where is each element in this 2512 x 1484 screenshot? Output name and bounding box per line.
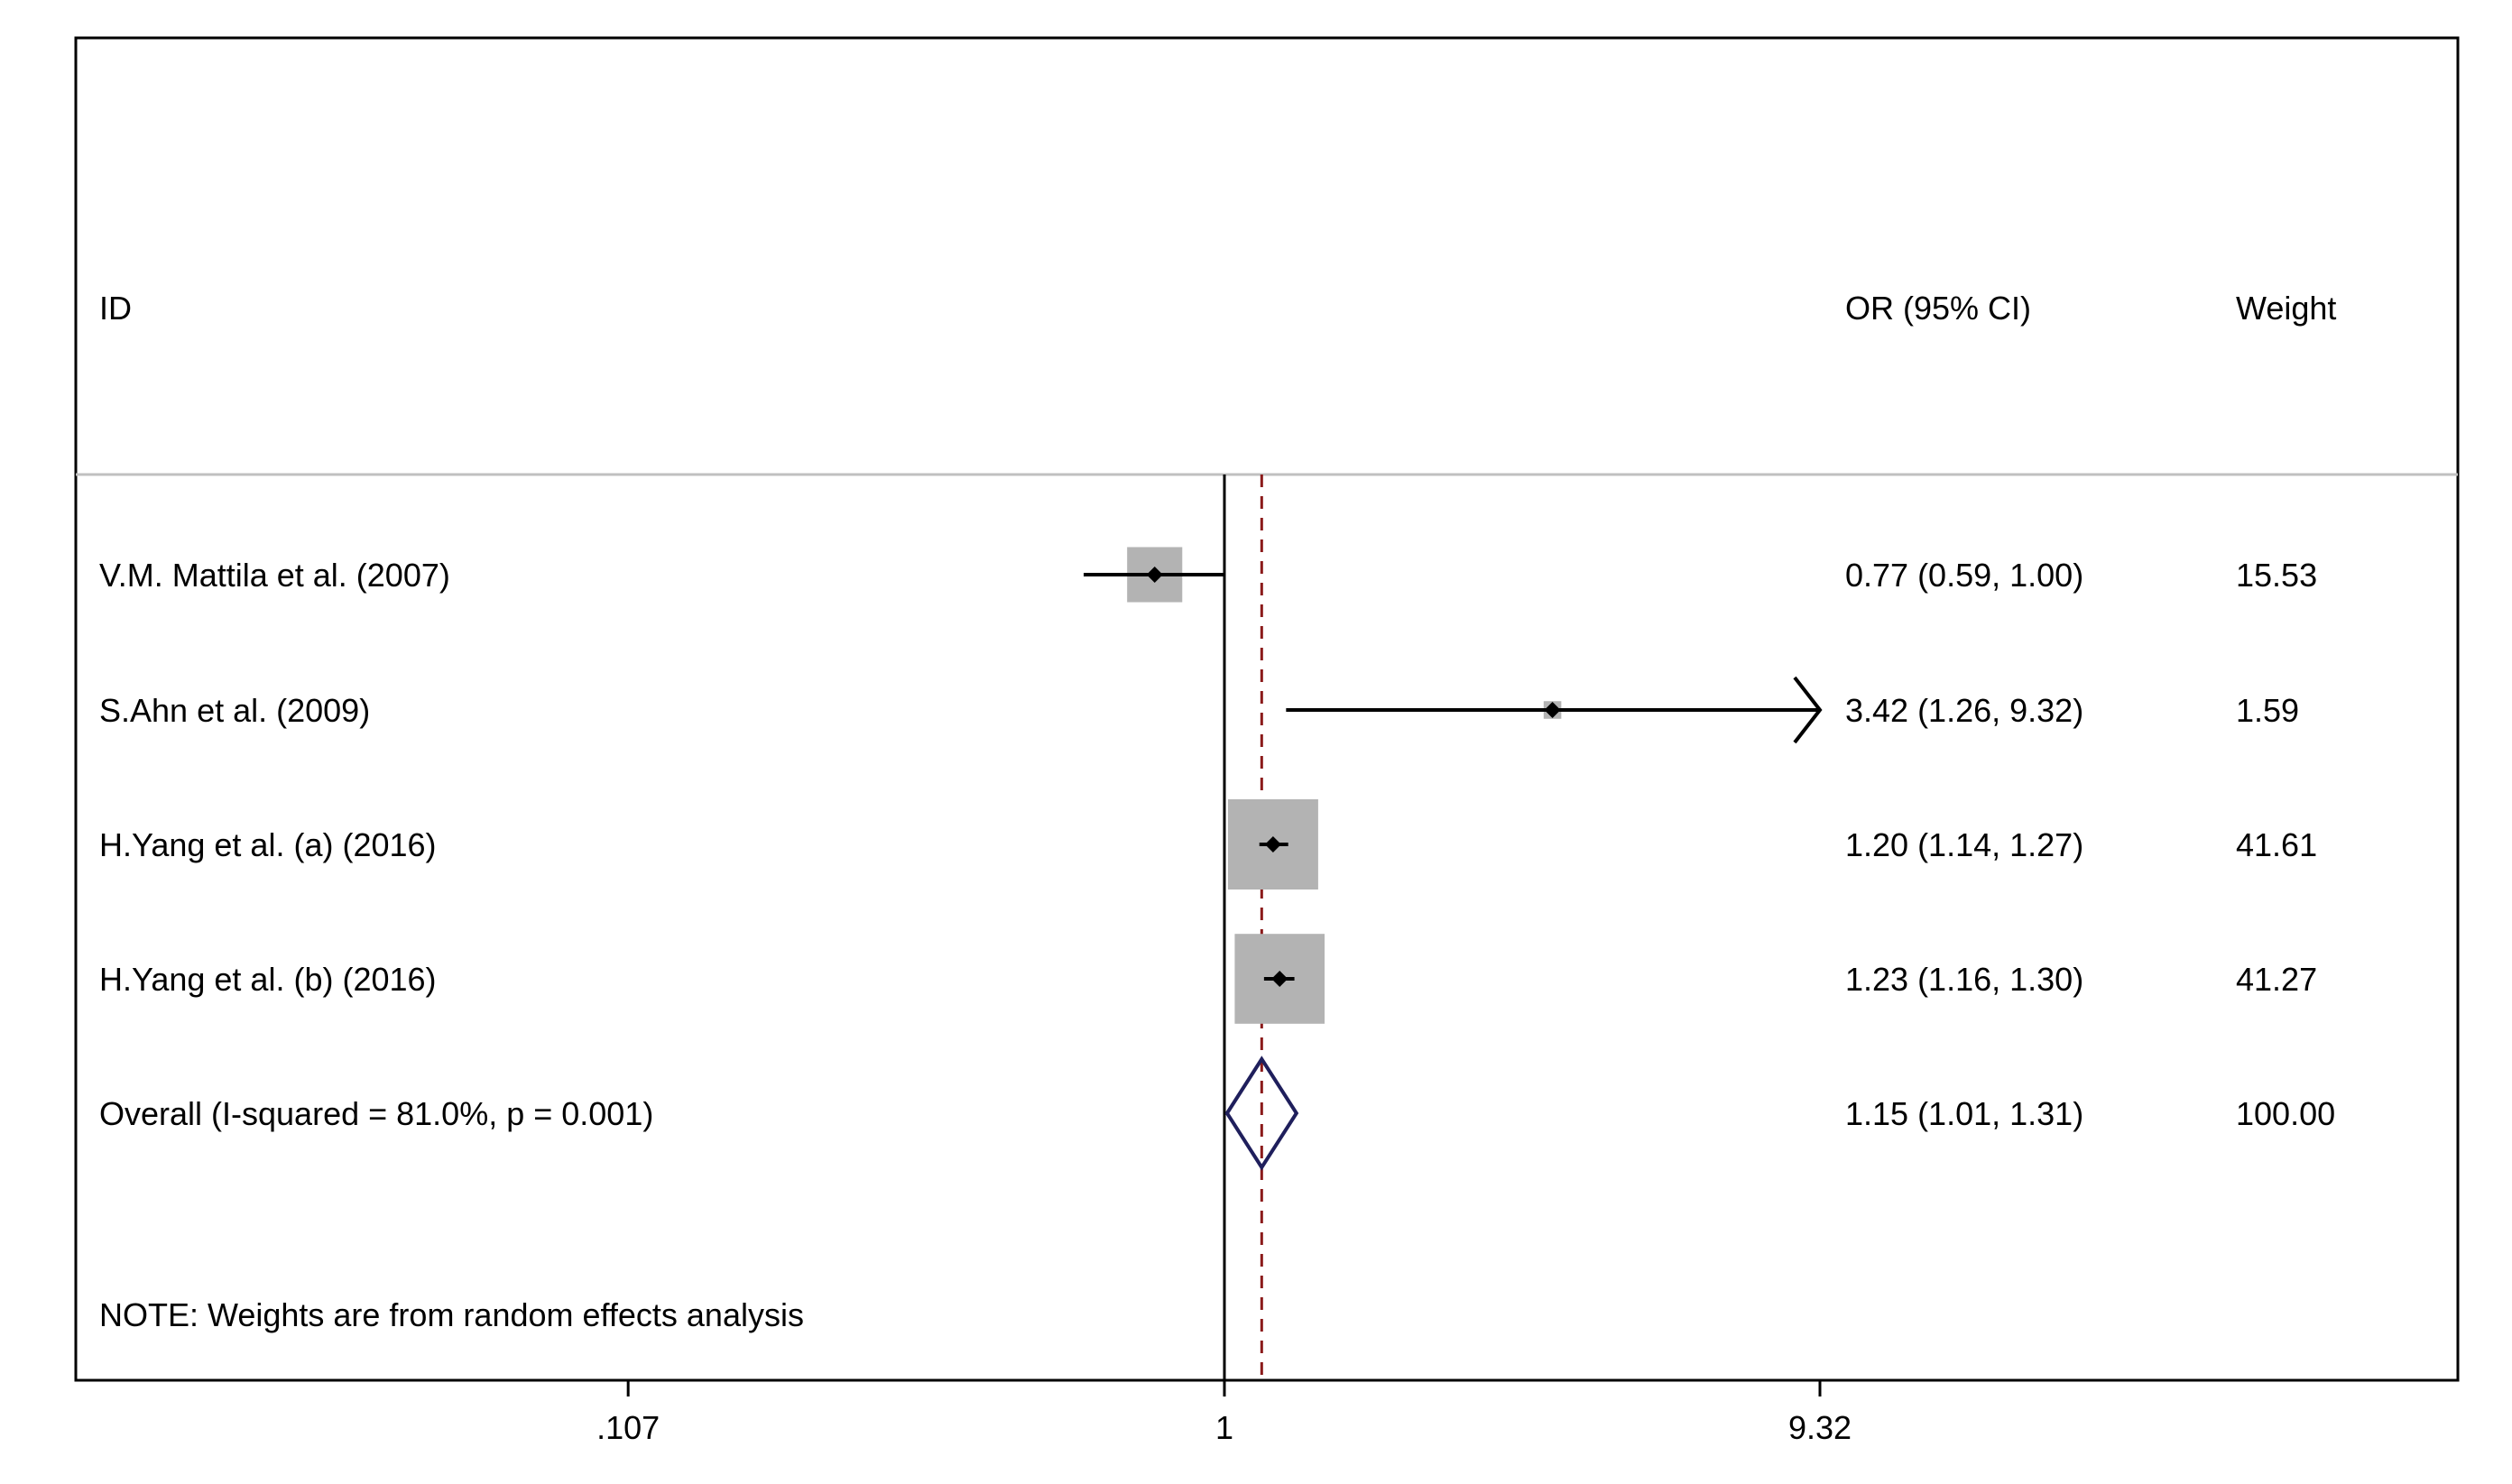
overall-diamond: [1224, 1055, 1299, 1171]
study-weight-text: 1.59: [2236, 692, 2299, 729]
study-weight-text: 41.27: [2236, 961, 2317, 998]
study-label: S.Ahn et al. (2009): [99, 692, 370, 729]
ci-arrow: [1793, 676, 1823, 744]
study-ci-text: 0.77 (0.59, 1.00): [1845, 557, 2083, 594]
footnote: NOTE: Weights are from random effects an…: [99, 1296, 804, 1333]
overall-weight-text: 100.00: [2236, 1095, 2335, 1132]
study-label: H.Yang et al. (b) (2016): [99, 961, 437, 998]
x-tick-label: 9.32: [1788, 1409, 1852, 1446]
study-point-estimate: [1146, 567, 1163, 583]
study-weight-text: 15.53: [2236, 557, 2317, 594]
study-weight-text: 41.61: [2236, 826, 2317, 863]
header-effect: OR (95% CI): [1845, 290, 2031, 327]
x-tick-label: .107: [596, 1409, 660, 1446]
study-point-estimate: [1264, 836, 1281, 853]
header-weight: Weight: [2236, 290, 2336, 327]
overall-ci-text: 1.15 (1.01, 1.31): [1845, 1095, 2083, 1132]
x-tick-label: 1: [1215, 1409, 1233, 1446]
study-point-estimate: [1271, 971, 1288, 987]
overall-label: Overall (I-squared = 81.0%, p = 0.001): [99, 1095, 653, 1132]
study-label: V.M. Mattila et al. (2007): [99, 557, 450, 594]
study-label: H.Yang et al. (a) (2016): [99, 826, 437, 863]
study-point-estimate: [1544, 702, 1561, 718]
study-ci-text: 3.42 (1.26, 9.32): [1845, 692, 2083, 729]
plot-frame: [74, 36, 2460, 1382]
study-ci-text: 1.20 (1.14, 1.27): [1845, 826, 2083, 863]
study-ci-text: 1.23 (1.16, 1.30): [1845, 961, 2083, 998]
header-id: ID: [99, 290, 132, 327]
